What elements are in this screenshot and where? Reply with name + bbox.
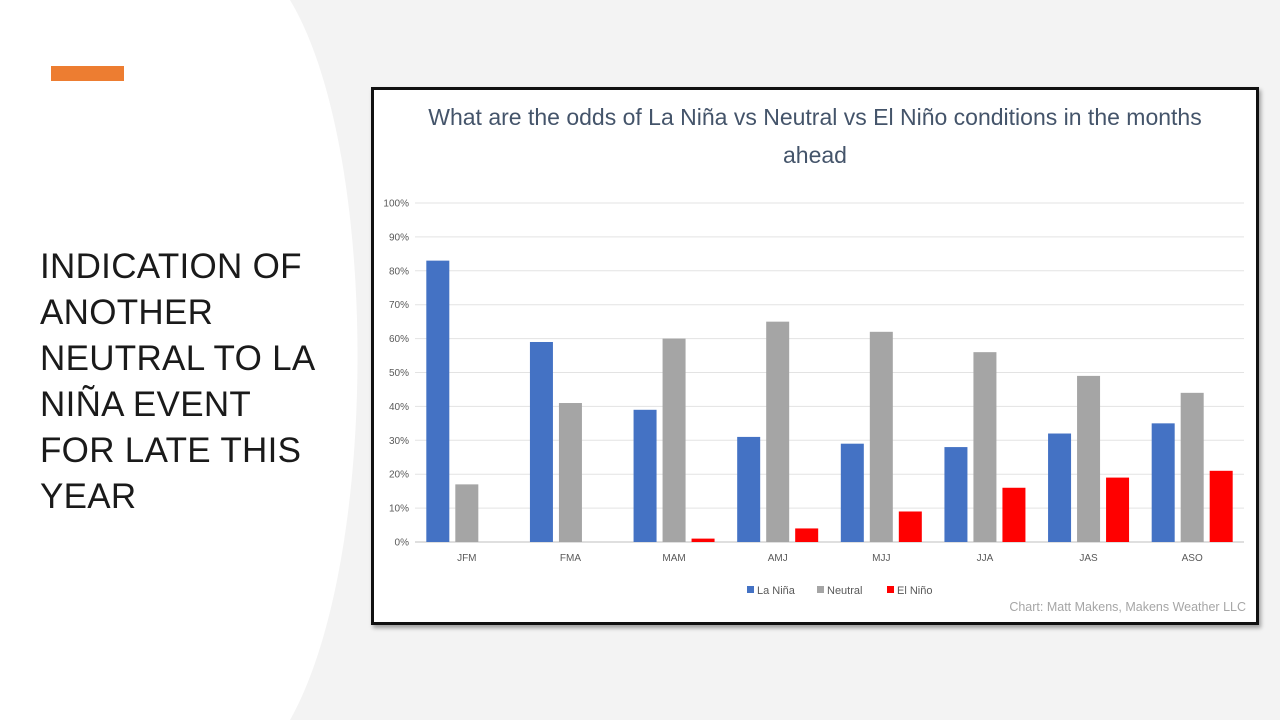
bar-el-ni-o bbox=[898, 511, 922, 542]
chart-title-line: ahead bbox=[783, 142, 847, 168]
y-tick-label: 100% bbox=[383, 199, 409, 210]
x-tick-label: ASO bbox=[1182, 553, 1203, 564]
x-tick-label: FMA bbox=[560, 553, 581, 564]
x-tick-label: JAS bbox=[1079, 553, 1098, 564]
bar-el-ni-o bbox=[691, 538, 715, 542]
bar-chart: What are the odds of La Niña vs Neutral … bbox=[383, 104, 1246, 614]
x-tick-label: MJJ bbox=[872, 553, 890, 564]
bar-neutral bbox=[1180, 392, 1204, 542]
legend-label: La Niña bbox=[757, 585, 796, 597]
y-tick-label: 80% bbox=[389, 266, 409, 277]
bar-el-ni-o bbox=[1106, 477, 1130, 542]
y-tick-label: 0% bbox=[395, 538, 410, 549]
bar-el-ni-o bbox=[1002, 487, 1026, 542]
legend-swatch bbox=[817, 586, 824, 593]
accent-bar bbox=[51, 66, 124, 81]
bar-neutral bbox=[766, 321, 790, 542]
y-tick-label: 30% bbox=[389, 436, 409, 447]
legend-label: Neutral bbox=[827, 585, 862, 597]
y-tick-label: 60% bbox=[389, 334, 409, 345]
bar-la-ni-a bbox=[426, 260, 450, 542]
chart-frame: What are the odds of La Niña vs Neutral … bbox=[371, 87, 1259, 625]
slide-title-line: INDICATION OF bbox=[40, 247, 302, 286]
bar-la-ni-a bbox=[840, 443, 864, 542]
slide-title-line: ANOTHER bbox=[40, 293, 214, 332]
legend-label: El Niño bbox=[897, 585, 932, 597]
bar-la-ni-a bbox=[944, 447, 968, 542]
bar-neutral bbox=[662, 338, 686, 542]
y-tick-label: 20% bbox=[389, 470, 409, 481]
y-tick-label: 70% bbox=[389, 300, 409, 311]
bar-neutral bbox=[973, 352, 997, 542]
bar-neutral bbox=[455, 484, 479, 542]
y-tick-label: 50% bbox=[389, 368, 409, 379]
x-tick-label: AMJ bbox=[768, 553, 788, 564]
slide-title: INDICATION OF ANOTHER NEUTRAL TO LA NIÑA… bbox=[40, 244, 330, 520]
x-tick-label: JFM bbox=[457, 553, 476, 564]
bar-neutral bbox=[869, 331, 893, 542]
bar-la-ni-a bbox=[737, 436, 761, 542]
bar-neutral bbox=[1077, 375, 1101, 542]
legend-swatch bbox=[887, 586, 894, 593]
bar-el-ni-o bbox=[1209, 470, 1233, 542]
y-tick-label: 40% bbox=[389, 402, 409, 413]
slide-title-line: FOR LATE THIS bbox=[40, 431, 302, 470]
slide-title-line: YEAR bbox=[40, 477, 137, 516]
bar-la-ni-a bbox=[1151, 423, 1175, 542]
y-tick-label: 90% bbox=[389, 232, 409, 243]
bar-la-ni-a bbox=[1048, 433, 1072, 542]
chart-credit: Chart: Matt Makens, Makens Weather LLC bbox=[1009, 600, 1246, 614]
x-tick-label: MAM bbox=[662, 553, 685, 564]
bar-la-ni-a bbox=[529, 341, 553, 542]
legend-swatch bbox=[747, 586, 754, 593]
title-panel-curve bbox=[0, 0, 358, 720]
bar-el-ni-o bbox=[795, 528, 819, 542]
slide-title-line: NEUTRAL TO LA bbox=[40, 339, 316, 378]
chart-title-line: What are the odds of La Niña vs Neutral … bbox=[428, 104, 1201, 130]
x-tick-label: JJA bbox=[977, 553, 994, 564]
bar-neutral bbox=[558, 403, 582, 542]
y-tick-label: 10% bbox=[389, 504, 409, 515]
slide-title-line: NIÑA EVENT bbox=[40, 385, 252, 424]
bar-la-ni-a bbox=[633, 409, 657, 542]
